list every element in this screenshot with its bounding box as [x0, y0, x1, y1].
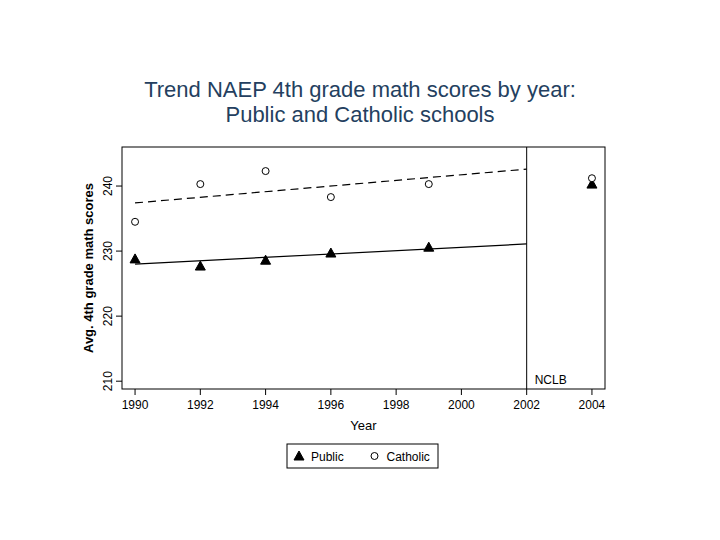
y-tick: [116, 381, 122, 382]
trend-line: [135, 169, 527, 203]
title: Public and Catholic schools: [225, 102, 494, 127]
x-tick: [461, 389, 462, 395]
data-point: [197, 181, 204, 188]
x-tick: [396, 389, 397, 395]
legend-marker: [294, 451, 304, 460]
y-tick-label: 210: [101, 371, 115, 391]
y-axis-label: Avg. 4th grade math scores: [81, 183, 96, 353]
annotation-line: [526, 147, 527, 389]
legend-marker: [371, 453, 378, 460]
data-point: [262, 168, 269, 175]
y-tick-label: 220: [101, 306, 115, 326]
legend-label: Public: [311, 450, 344, 464]
legend-box: [287, 444, 438, 468]
legend: Public Catholic: [287, 444, 438, 468]
legend-label: Catholic: [387, 450, 430, 464]
data-point: [588, 175, 595, 182]
plot-marks: [130, 147, 597, 389]
data-point: [326, 248, 336, 257]
annotation-label: NCLB: [535, 373, 567, 387]
chart: Trend NAEP 4th grade math scores by year…: [0, 0, 720, 540]
trend-line: [135, 244, 527, 264]
data-point: [130, 254, 140, 263]
x-axis-label: Year: [350, 418, 377, 433]
y-tick-label: 240: [101, 176, 115, 196]
x-tick: [591, 389, 592, 395]
data-point: [132, 218, 139, 225]
plot-frame: [122, 147, 605, 389]
x-tick: [265, 389, 266, 395]
data-point: [261, 255, 271, 264]
y-tick: [116, 316, 122, 317]
x-tick-label: 1998: [383, 398, 410, 412]
title: Trend NAEP 4th grade math scores by year…: [144, 77, 576, 102]
data-point: [195, 261, 205, 270]
x-tick-label: 1996: [318, 398, 345, 412]
x-tick-label: 1994: [252, 398, 279, 412]
x-tick: [526, 389, 527, 395]
y-tick: [116, 251, 122, 252]
x-tick-label: 2002: [513, 398, 540, 412]
x-tick-label: 1992: [187, 398, 214, 412]
y-tick: [116, 186, 122, 187]
x-tick-label: 2000: [448, 398, 475, 412]
x-tick: [135, 389, 136, 395]
data-point: [425, 181, 432, 188]
x-tick: [200, 389, 201, 395]
x-tick-label: 2004: [579, 398, 606, 412]
x-tick-label: 1990: [122, 398, 149, 412]
data-point: [327, 194, 334, 201]
y-tick-label: 230: [101, 241, 115, 261]
x-tick: [330, 389, 331, 395]
data-point: [424, 242, 434, 251]
